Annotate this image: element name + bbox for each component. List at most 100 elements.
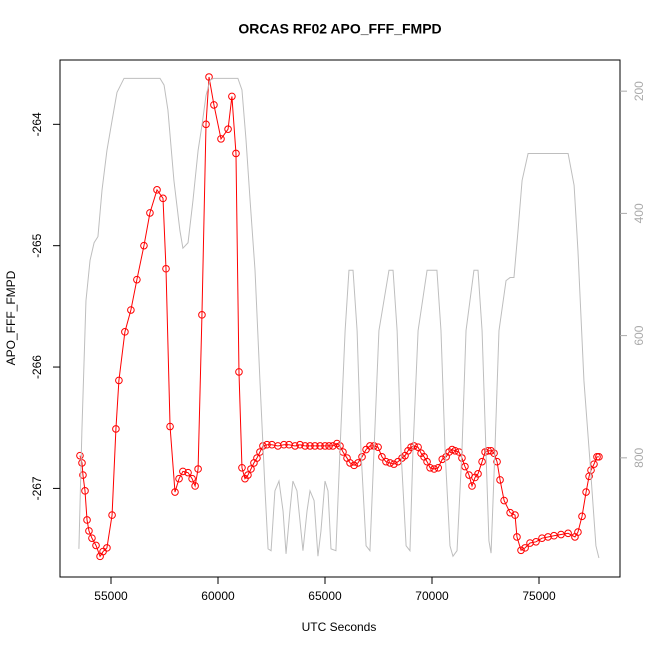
data-point <box>517 546 525 555</box>
data-point <box>238 463 246 472</box>
data-point <box>593 453 601 461</box>
data-point <box>83 516 91 524</box>
data-point <box>291 442 299 450</box>
data-point <box>88 534 96 542</box>
data-point <box>217 135 225 143</box>
data-point <box>202 120 210 129</box>
data-point <box>191 482 199 490</box>
data-point <box>263 440 271 449</box>
data-point <box>140 241 148 250</box>
data-point <box>127 306 135 314</box>
data-point <box>350 461 358 470</box>
data-point <box>316 442 324 450</box>
data-point <box>205 73 213 81</box>
data-point <box>414 443 422 451</box>
x-tick-label: 65000 <box>308 589 342 603</box>
data-point <box>301 442 309 450</box>
data-point <box>179 467 187 476</box>
data-point <box>306 442 314 450</box>
data-point <box>184 468 192 477</box>
y-tick-label: -265 <box>30 233 44 257</box>
data-point <box>410 442 418 450</box>
data-point <box>500 496 508 505</box>
data-point <box>378 453 386 461</box>
data-point <box>434 463 443 472</box>
y-tick-label: -266 <box>30 355 44 379</box>
data-point <box>92 541 100 550</box>
data-point <box>557 530 565 539</box>
data-point <box>79 471 87 479</box>
data-point <box>386 459 394 467</box>
y-axis-label: APO_FFF_FMPD <box>4 270 18 365</box>
data-point <box>121 328 129 336</box>
data-point <box>451 446 459 455</box>
data-point <box>253 454 261 462</box>
data-point <box>247 465 255 473</box>
data-point <box>382 457 390 466</box>
data-point <box>232 149 240 158</box>
data-point <box>244 471 252 479</box>
plot-frame <box>59 59 621 578</box>
data-point <box>468 482 476 490</box>
data-point <box>311 442 319 450</box>
data-point <box>358 453 366 461</box>
data-point <box>595 453 603 461</box>
data-point <box>426 463 434 472</box>
data-point <box>430 465 438 473</box>
data-point <box>390 460 398 468</box>
y-tick-label: -264 <box>30 112 44 136</box>
data-point <box>78 459 86 467</box>
data-point <box>81 487 89 495</box>
data-point <box>210 101 218 109</box>
x-tick-label: 55000 <box>94 589 128 603</box>
data-point <box>235 368 243 376</box>
data-point <box>506 508 514 517</box>
data-point <box>171 488 179 496</box>
data-point <box>280 440 288 449</box>
data-point <box>550 531 558 540</box>
data-point <box>521 544 529 552</box>
chart-title: ORCAS RF02 APO_FFF_FMPD <box>238 21 441 37</box>
data-point <box>582 488 590 496</box>
data-point <box>224 125 232 133</box>
x-tick-label: 75000 <box>522 589 556 603</box>
data-point <box>103 544 111 552</box>
data-point <box>108 511 116 519</box>
data-point <box>346 459 354 467</box>
data-point <box>198 311 206 319</box>
data-point <box>374 443 382 451</box>
data-point <box>423 457 431 466</box>
data-point <box>478 457 486 466</box>
data-point <box>159 194 167 203</box>
data-point <box>296 440 304 449</box>
data-point <box>188 474 196 483</box>
data-point <box>85 527 93 535</box>
data-point <box>325 442 333 450</box>
data-point <box>112 425 120 433</box>
data-point <box>146 209 154 217</box>
data-point <box>162 264 170 273</box>
data-point <box>153 186 161 194</box>
data-point <box>590 460 598 468</box>
data-point <box>115 376 123 385</box>
series-line <box>79 76 599 558</box>
data-point <box>194 465 202 473</box>
data-point <box>166 422 174 431</box>
data-point <box>574 528 582 536</box>
data-point <box>474 470 482 478</box>
y2-tick-label: 400 <box>632 203 646 223</box>
data-point <box>490 449 498 458</box>
data-point <box>564 529 572 538</box>
data-point <box>578 512 586 521</box>
data-point <box>321 442 329 450</box>
y2-tick-label: 600 <box>632 325 646 345</box>
series-line <box>78 77 600 559</box>
y2-tick-label: 800 <box>632 448 646 468</box>
data-point <box>511 511 519 519</box>
data-point <box>493 457 501 466</box>
y2-tick-label: 200 <box>632 81 646 101</box>
data-point <box>228 92 236 101</box>
y-tick-label: -267 <box>30 476 44 500</box>
